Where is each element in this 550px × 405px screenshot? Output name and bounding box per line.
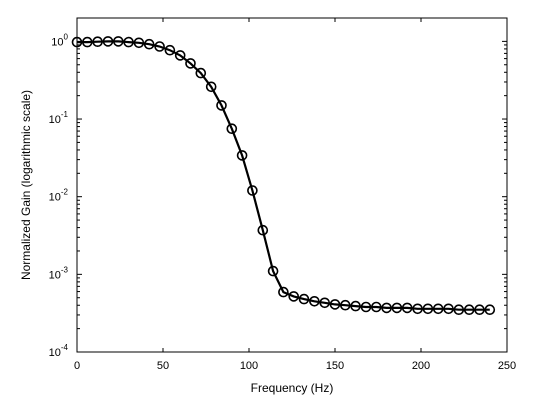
data-point <box>463 304 475 316</box>
data-point <box>298 293 310 305</box>
data-point <box>484 304 496 316</box>
data-point <box>133 37 145 49</box>
data-point <box>350 300 361 312</box>
series-line <box>77 40 490 311</box>
data-point <box>164 44 176 56</box>
data-point <box>195 67 207 79</box>
data-point <box>288 291 300 302</box>
data-point <box>278 286 289 298</box>
x-tick-label: 200 <box>412 360 430 372</box>
y-axis: 100 10-1 10-2 10-3 10-4 <box>49 32 507 359</box>
data-point <box>453 304 465 316</box>
data-point <box>443 303 454 315</box>
data-point <box>257 224 269 236</box>
data-point <box>123 36 134 48</box>
y-tick-label: 100 <box>51 32 68 48</box>
data-point <box>401 302 413 314</box>
x-axis: 0 50 100 150 200 250 <box>74 18 516 372</box>
data-point <box>92 36 103 48</box>
x-tick-label: 0 <box>74 360 80 372</box>
y-axis-label: Normalized Gain (logarithmic scale) <box>19 90 33 280</box>
data-point <box>329 299 341 310</box>
y-tick-label: 10-3 <box>49 265 69 281</box>
data-point <box>174 50 186 61</box>
data-point <box>113 36 124 47</box>
data-point <box>236 150 248 161</box>
data-point <box>309 295 320 307</box>
data-point <box>391 302 403 314</box>
data-point <box>360 301 372 313</box>
x-tick-label: 150 <box>326 360 344 372</box>
data-point <box>205 81 217 93</box>
y-tick-label: 10-1 <box>49 110 69 126</box>
x-tick-label: 250 <box>498 360 516 372</box>
data-point <box>216 100 227 111</box>
data-point <box>267 265 279 277</box>
x-axis-label: Frequency (Hz) <box>251 381 334 395</box>
x-tick-label: 100 <box>240 360 258 372</box>
axes-frame <box>76 17 508 353</box>
plot-area <box>71 36 496 316</box>
data-point <box>143 38 155 50</box>
data-point <box>319 297 331 309</box>
data-point <box>226 123 238 134</box>
data-point <box>82 36 93 48</box>
data-point <box>247 185 258 196</box>
y-tick-label: 10-4 <box>49 343 69 359</box>
data-point <box>474 304 485 316</box>
data-point <box>432 303 444 315</box>
data-point <box>102 36 114 47</box>
data-point <box>185 58 196 69</box>
data-point <box>412 303 423 315</box>
y-tick-label: 10-2 <box>49 188 69 204</box>
x-tick-label: 50 <box>157 360 169 372</box>
data-point <box>339 299 351 311</box>
data-point <box>370 301 382 313</box>
data-point <box>422 303 434 315</box>
data-point <box>381 302 392 314</box>
data-point <box>154 41 165 52</box>
